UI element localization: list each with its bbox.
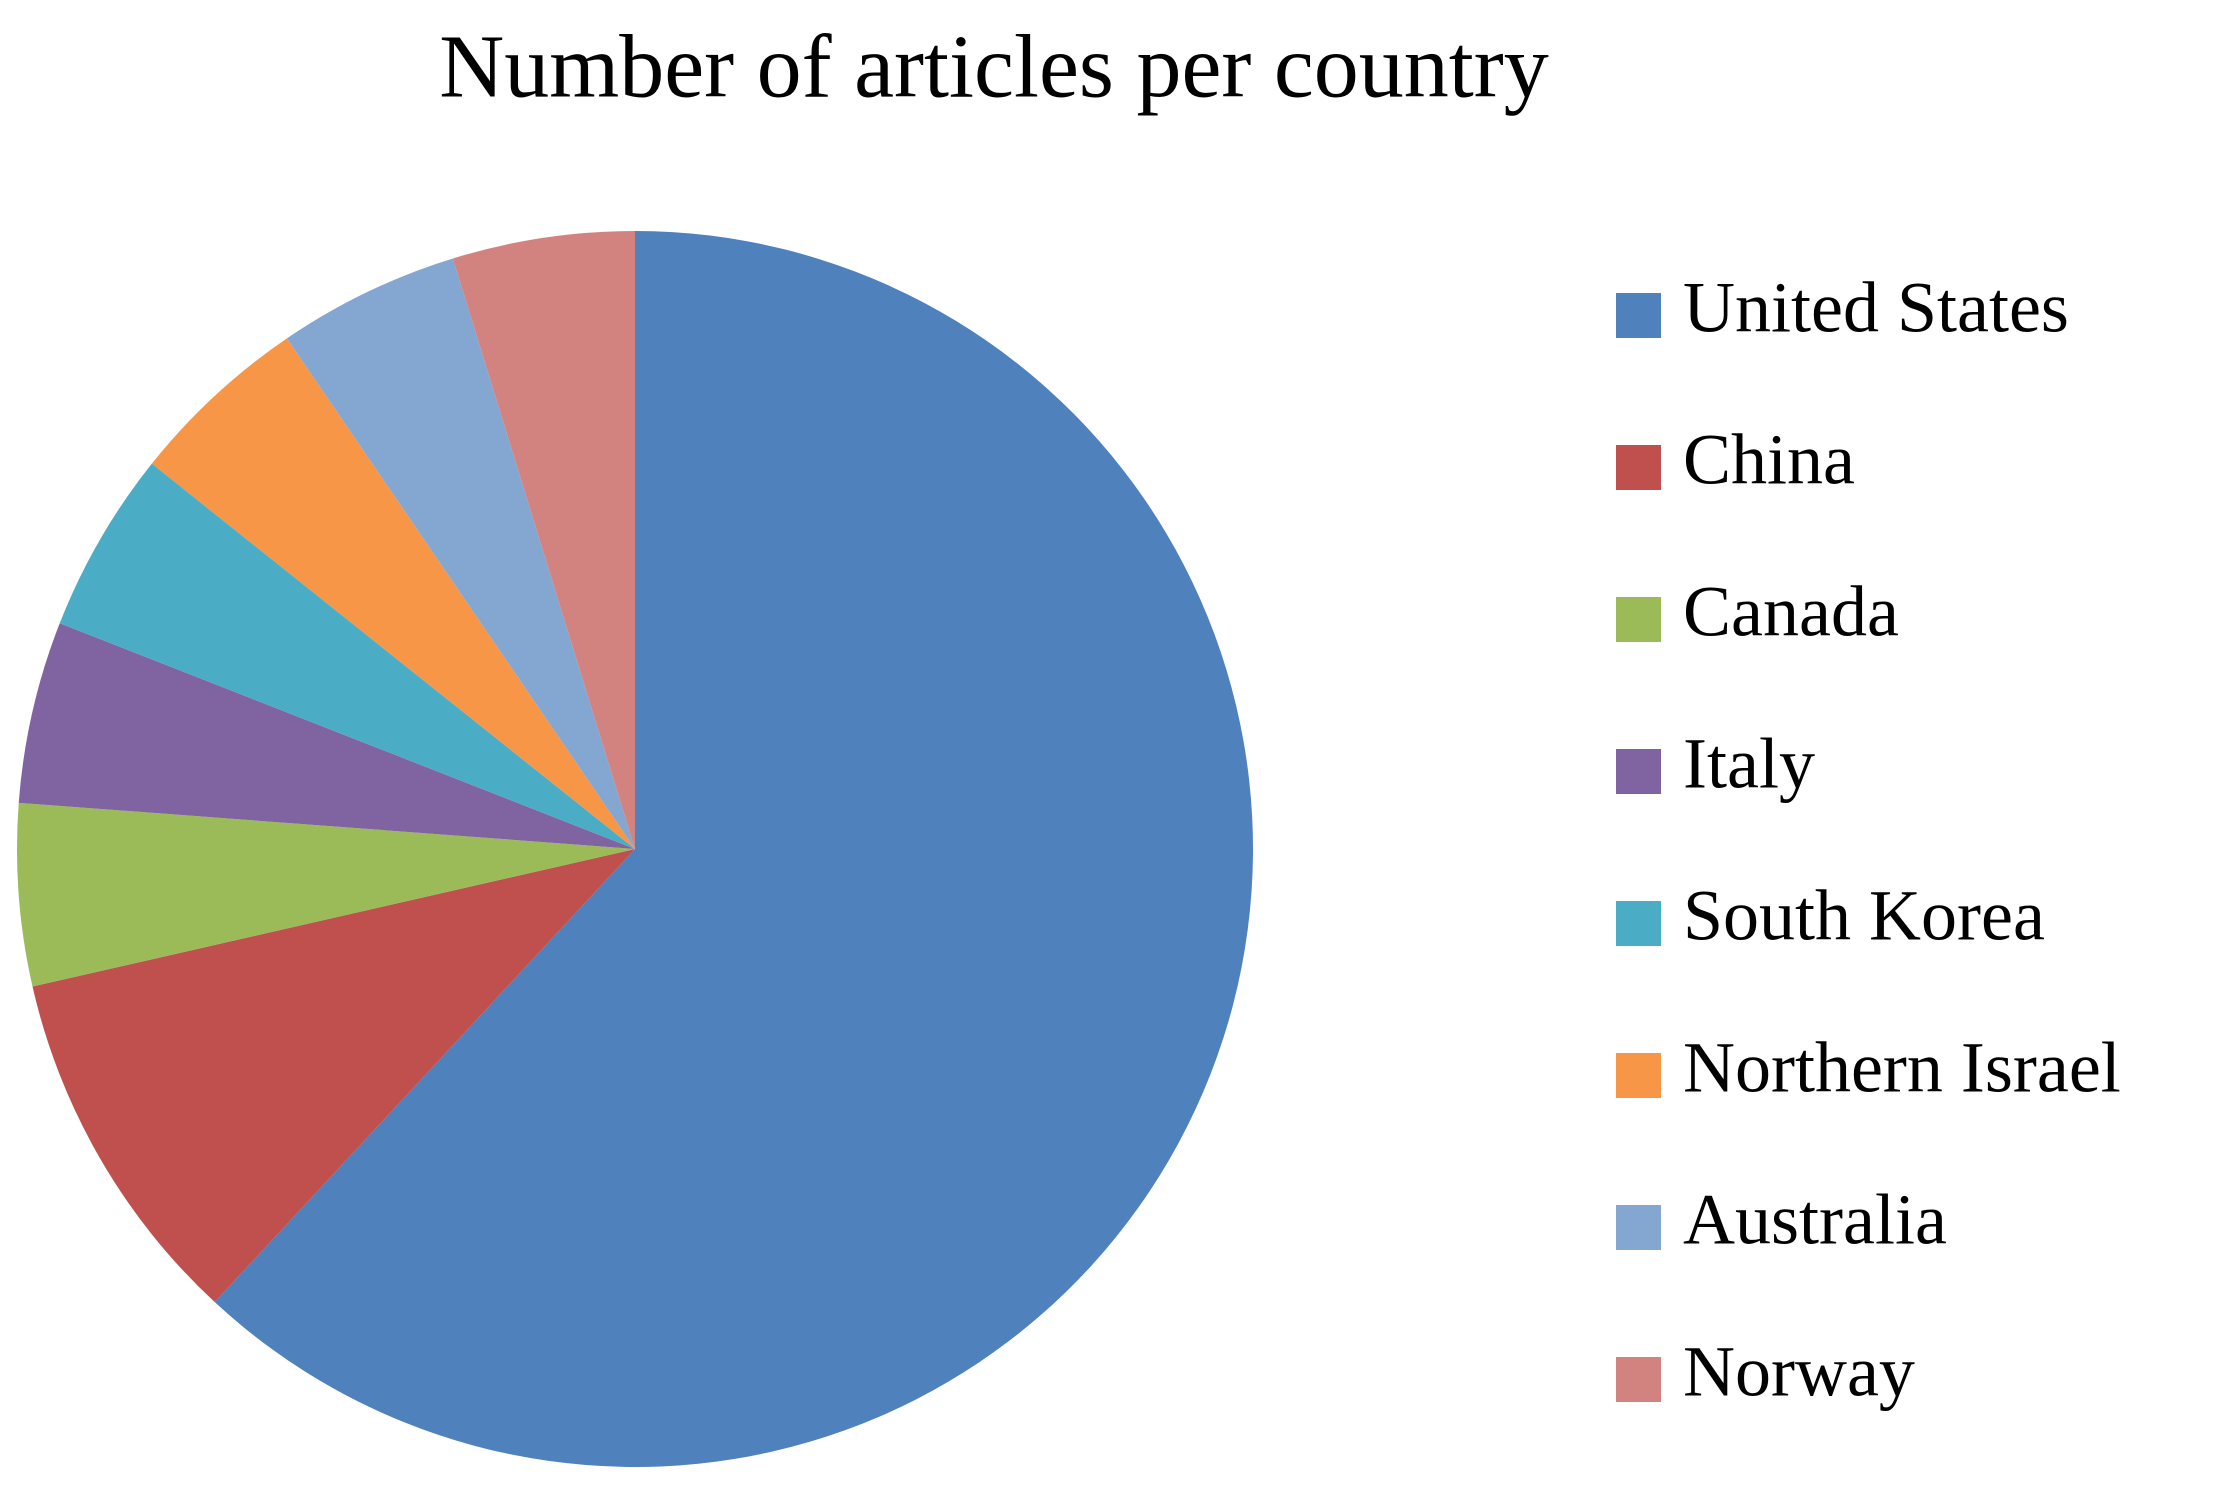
pie-slice [32,849,635,1303]
legend-swatch [1616,445,1661,490]
legend-label: South Korea [1683,876,2045,956]
legend-swatch [1616,597,1661,642]
legend-label: Northern Israel [1683,1028,2121,1108]
legend-swatch [1616,1205,1661,1250]
legend-label: Norway [1683,1332,1915,1412]
legend-label: Italy [1683,724,1815,804]
pie-slice [17,802,636,987]
legend-label: United States [1683,268,2069,348]
pie-slice [18,623,636,849]
chart-title: Number of articles per country [439,18,1549,117]
legend-label: China [1683,420,1855,500]
legend-label: Australia [1683,1180,1947,1260]
legend-swatch [1616,293,1661,338]
legend-swatch [1616,1053,1661,1098]
pie-slice [214,231,1254,1467]
pie-slice [286,258,635,849]
pie-slice [59,463,635,849]
legend-swatch [1616,1357,1661,1402]
legend-swatch [1616,749,1661,794]
pie-slice [452,231,635,849]
legend-label: Canada [1683,572,1899,652]
pie-slice [151,338,636,849]
legend-swatch [1616,901,1661,946]
